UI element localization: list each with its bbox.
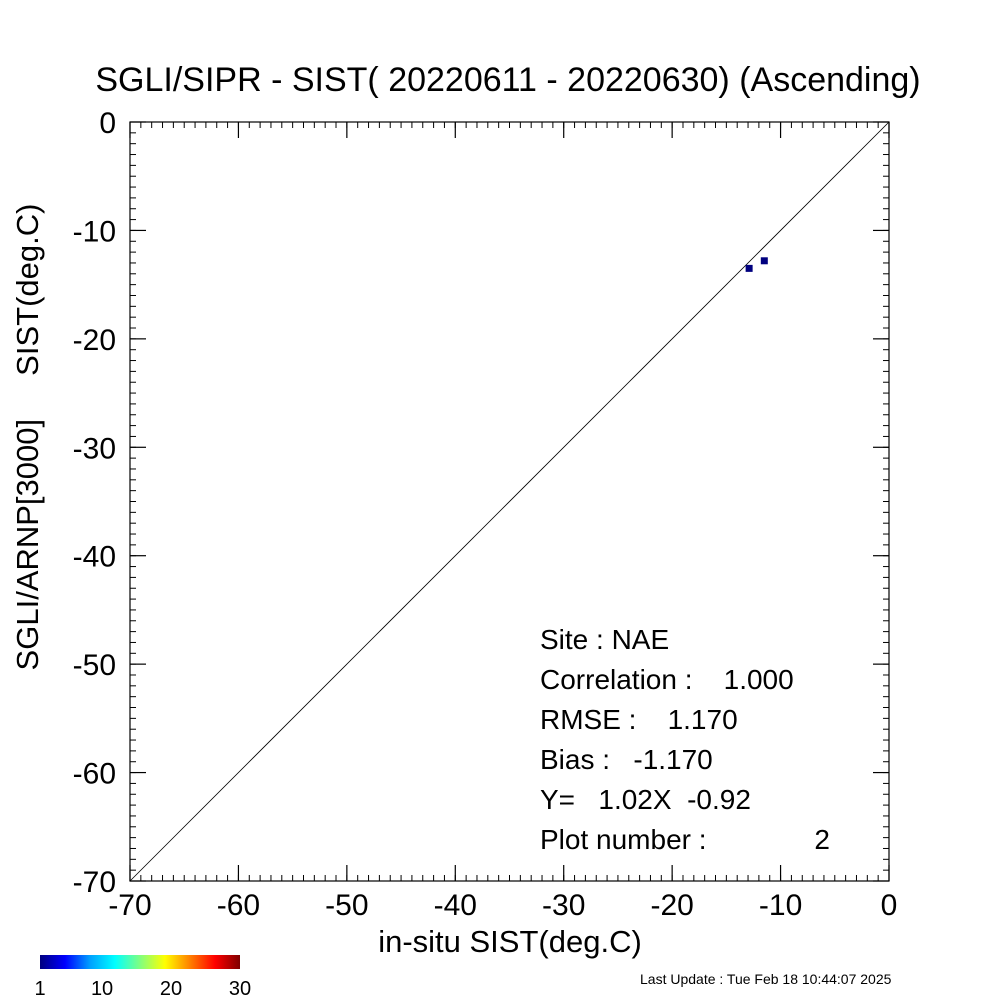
chart-title: SGLI/SIPR - SIST( 20220611 - 20220630) (…	[95, 61, 920, 99]
colorbar-tick-label: 10	[91, 978, 113, 1000]
one-to-one-line	[129, 121, 890, 882]
major-ticks	[129, 121, 890, 882]
x-tick-label: -10	[759, 889, 802, 922]
x-tick-label: 0	[881, 889, 898, 922]
x-tick-label: -40	[434, 889, 477, 922]
stats-plot-number-value: 2	[814, 824, 830, 855]
y-tick-label: -30	[73, 432, 116, 465]
stats-bias: Bias : -1.170	[540, 744, 713, 775]
x-tick-label: -20	[650, 889, 693, 922]
colorbar-gradient	[40, 955, 240, 969]
colorbar-tick-labels: 1 10 20 30	[34, 978, 251, 1000]
stats-block: Site : NAE Correlation : 1.000 RMSE : 1.…	[540, 624, 830, 855]
y-tick-label: -10	[73, 215, 116, 248]
x-tick-label: -70	[108, 889, 151, 922]
y-tick-label: 0	[99, 107, 116, 140]
x-tick-label: -30	[542, 889, 585, 922]
colorbar-tick-label: 20	[160, 978, 182, 1000]
y-tick-labels: -70 -60 -50 -40 -30 -20 -10 0	[73, 107, 116, 899]
x-tick-labels: -70 -60 -50 -40 -30 -20 -10 0	[108, 889, 897, 922]
y-tick-label: -20	[73, 324, 116, 357]
plot-area: -70 -60 -50 -40 -30 -20 -10 0 -70 -60 -50 -40 -30 -2…	[73, 107, 898, 922]
x-tick-label: -60	[217, 889, 260, 922]
x-axis-label: in-situ SIST(deg.C)	[378, 924, 642, 959]
stats-site: Site : NAE	[540, 624, 669, 655]
y-axis-label: SGLI/ARNP[3000] SIST(deg.C)	[10, 204, 45, 671]
y-tick-label: -70	[73, 866, 116, 899]
stats-plot-number: Plot number :	[540, 824, 707, 855]
data-points	[745, 257, 768, 272]
x-tick-label: -50	[325, 889, 368, 922]
colorbar: 1 10 20 30	[34, 955, 251, 1000]
y-tick-label: -60	[73, 758, 116, 791]
data-point	[760, 257, 768, 265]
y-tick-label: -50	[73, 649, 116, 682]
colorbar-tick-label: 30	[229, 978, 251, 1000]
colorbar-tick-label: 1	[34, 978, 45, 1000]
stats-correlation: Correlation : 1.000	[540, 664, 794, 695]
stats-rmse: RMSE : 1.170	[540, 704, 738, 735]
last-update: Last Update : Tue Feb 18 10:44:07 2025	[640, 971, 892, 987]
y-tick-label: -40	[73, 541, 116, 574]
data-point	[745, 264, 753, 272]
stats-fit: Y= 1.02X -0.92	[540, 784, 751, 815]
